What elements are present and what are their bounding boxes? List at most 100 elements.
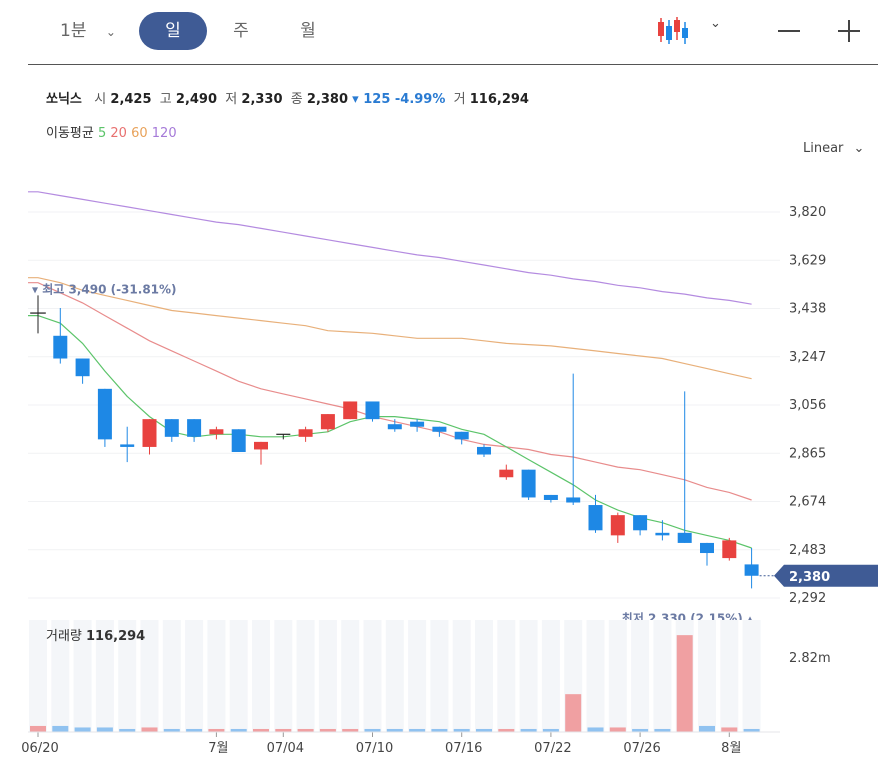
tab-day[interactable]: 일 [139, 12, 207, 50]
volume-bg-column [385, 620, 404, 732]
volume-bg-column [296, 620, 315, 732]
zoom-in-button[interactable] [832, 14, 866, 48]
high-label: 고 [159, 92, 172, 107]
candle-body [365, 401, 380, 420]
volume-bg-column [720, 620, 739, 732]
tab-month[interactable]: 월 [300, 21, 316, 41]
candle-body [120, 444, 135, 447]
volume-bar [342, 728, 359, 732]
candle-body [97, 388, 112, 440]
x-tick-label: 07/26 [623, 741, 660, 756]
x-tick-label: 8월 [721, 741, 741, 756]
volume-bar [275, 728, 292, 732]
low-label: 저 [225, 92, 238, 107]
candle-body [53, 335, 68, 359]
quote-summary: 쏘닉스 시 2,425 고 2,490 저 2,330 종 2,380 ▾ 12… [46, 88, 529, 107]
candle-body [655, 532, 670, 536]
volume-bar [587, 727, 604, 732]
volume-bg-column [475, 620, 493, 732]
volume-bar [253, 728, 269, 732]
volume-bg-column [29, 620, 47, 732]
last-price-tag [774, 564, 878, 587]
ma5-label: 5 [97, 126, 107, 141]
volume-bar [676, 635, 693, 732]
volume-bar [699, 725, 715, 732]
candle-body [499, 469, 514, 478]
candle-body [477, 446, 491, 455]
x-tick-label: 06/20 [21, 741, 58, 756]
scale-label: Linear [803, 141, 844, 156]
candle-body [298, 429, 313, 437]
volume-bar [476, 728, 492, 732]
candle-body [410, 421, 425, 427]
volume-bg-column [341, 620, 360, 732]
volume-bg-column [118, 620, 137, 732]
volume-bg-column [207, 620, 226, 732]
volume-axis-tick: 2.82m [789, 651, 831, 666]
volume-bar [721, 727, 738, 732]
tab-week[interactable]: 주 [233, 21, 249, 41]
volume-bg-column [252, 620, 270, 732]
high-value: 2,490 [175, 92, 218, 107]
volume-bg-column [408, 620, 427, 732]
volume-bg-column [185, 620, 204, 732]
chart-toolbar: 1분 ⌄ 일 주 월 ⌄ [0, 0, 895, 64]
y-tick-label: 3,247 [789, 350, 826, 365]
candle-body [610, 515, 625, 536]
volume-value: 116,294 [469, 92, 529, 107]
candle-body [142, 419, 157, 447]
y-tick-label: 3,629 [789, 253, 826, 268]
open-value: 2,425 [110, 92, 152, 107]
interval-label: 1분 [60, 21, 87, 41]
x-tick-label: 07/22 [534, 741, 571, 756]
ma5-line [28, 315, 752, 549]
open-label: 시 [94, 92, 107, 107]
volume-bg-column [497, 620, 516, 732]
candlestick-icon [658, 17, 688, 44]
volume-bar [74, 727, 91, 732]
x-tick-label: 07/10 [356, 741, 393, 756]
volume-bg-column [541, 620, 560, 732]
candle-body [343, 401, 358, 420]
last-price-label: 2,380 [789, 570, 830, 585]
chevron-down-icon: ⌄ [105, 25, 116, 39]
candle-body [209, 429, 224, 435]
candle-body [543, 494, 558, 500]
volume-bar [364, 728, 381, 732]
volume-bg-column [95, 620, 114, 732]
chevron-down-icon: ⌄ [853, 141, 865, 156]
volume-bg-column [140, 620, 159, 732]
interval-dropdown[interactable]: 1분 ⌄ [48, 12, 128, 50]
chart-style-button[interactable]: ⌄ [648, 14, 738, 48]
volume-bg-column [608, 620, 627, 732]
zoom-out-button[interactable] [772, 14, 806, 48]
volume-bg-column [162, 620, 181, 732]
candle-body [521, 469, 536, 498]
scale-dropdown[interactable]: Linear ⌄ [803, 141, 864, 156]
high-marker: ▾ 최고 3,490 (-31.81%) [32, 281, 177, 296]
volume-bar [163, 728, 180, 732]
change-value: ▾ 125 -4.99% [352, 92, 446, 107]
volume-bar [319, 728, 336, 732]
volume-bar [386, 728, 403, 732]
volume-bar [96, 727, 113, 732]
candle-body [187, 419, 202, 437]
ma20-label: 20 [110, 126, 127, 141]
volume-bar [52, 725, 69, 732]
volume-label: 거 [453, 92, 466, 107]
candle-body [254, 441, 268, 450]
candle-body [744, 564, 759, 576]
close-label: 종 [290, 92, 303, 107]
volume-bar [297, 728, 314, 732]
volume-bg-column [51, 620, 70, 732]
low-value: 2,330 [241, 92, 283, 107]
volume-bar [520, 728, 537, 732]
volume-bar [609, 727, 626, 732]
volume-bar [186, 728, 203, 732]
volume-bg-column [698, 620, 716, 732]
ma-label: 이동평균 [46, 126, 94, 141]
y-tick-label: 3,438 [789, 302, 826, 317]
moving-average-legend[interactable]: 이동평균 5 20 60 120 [46, 122, 177, 141]
volume-title: 거래량 116,294 [46, 629, 145, 644]
